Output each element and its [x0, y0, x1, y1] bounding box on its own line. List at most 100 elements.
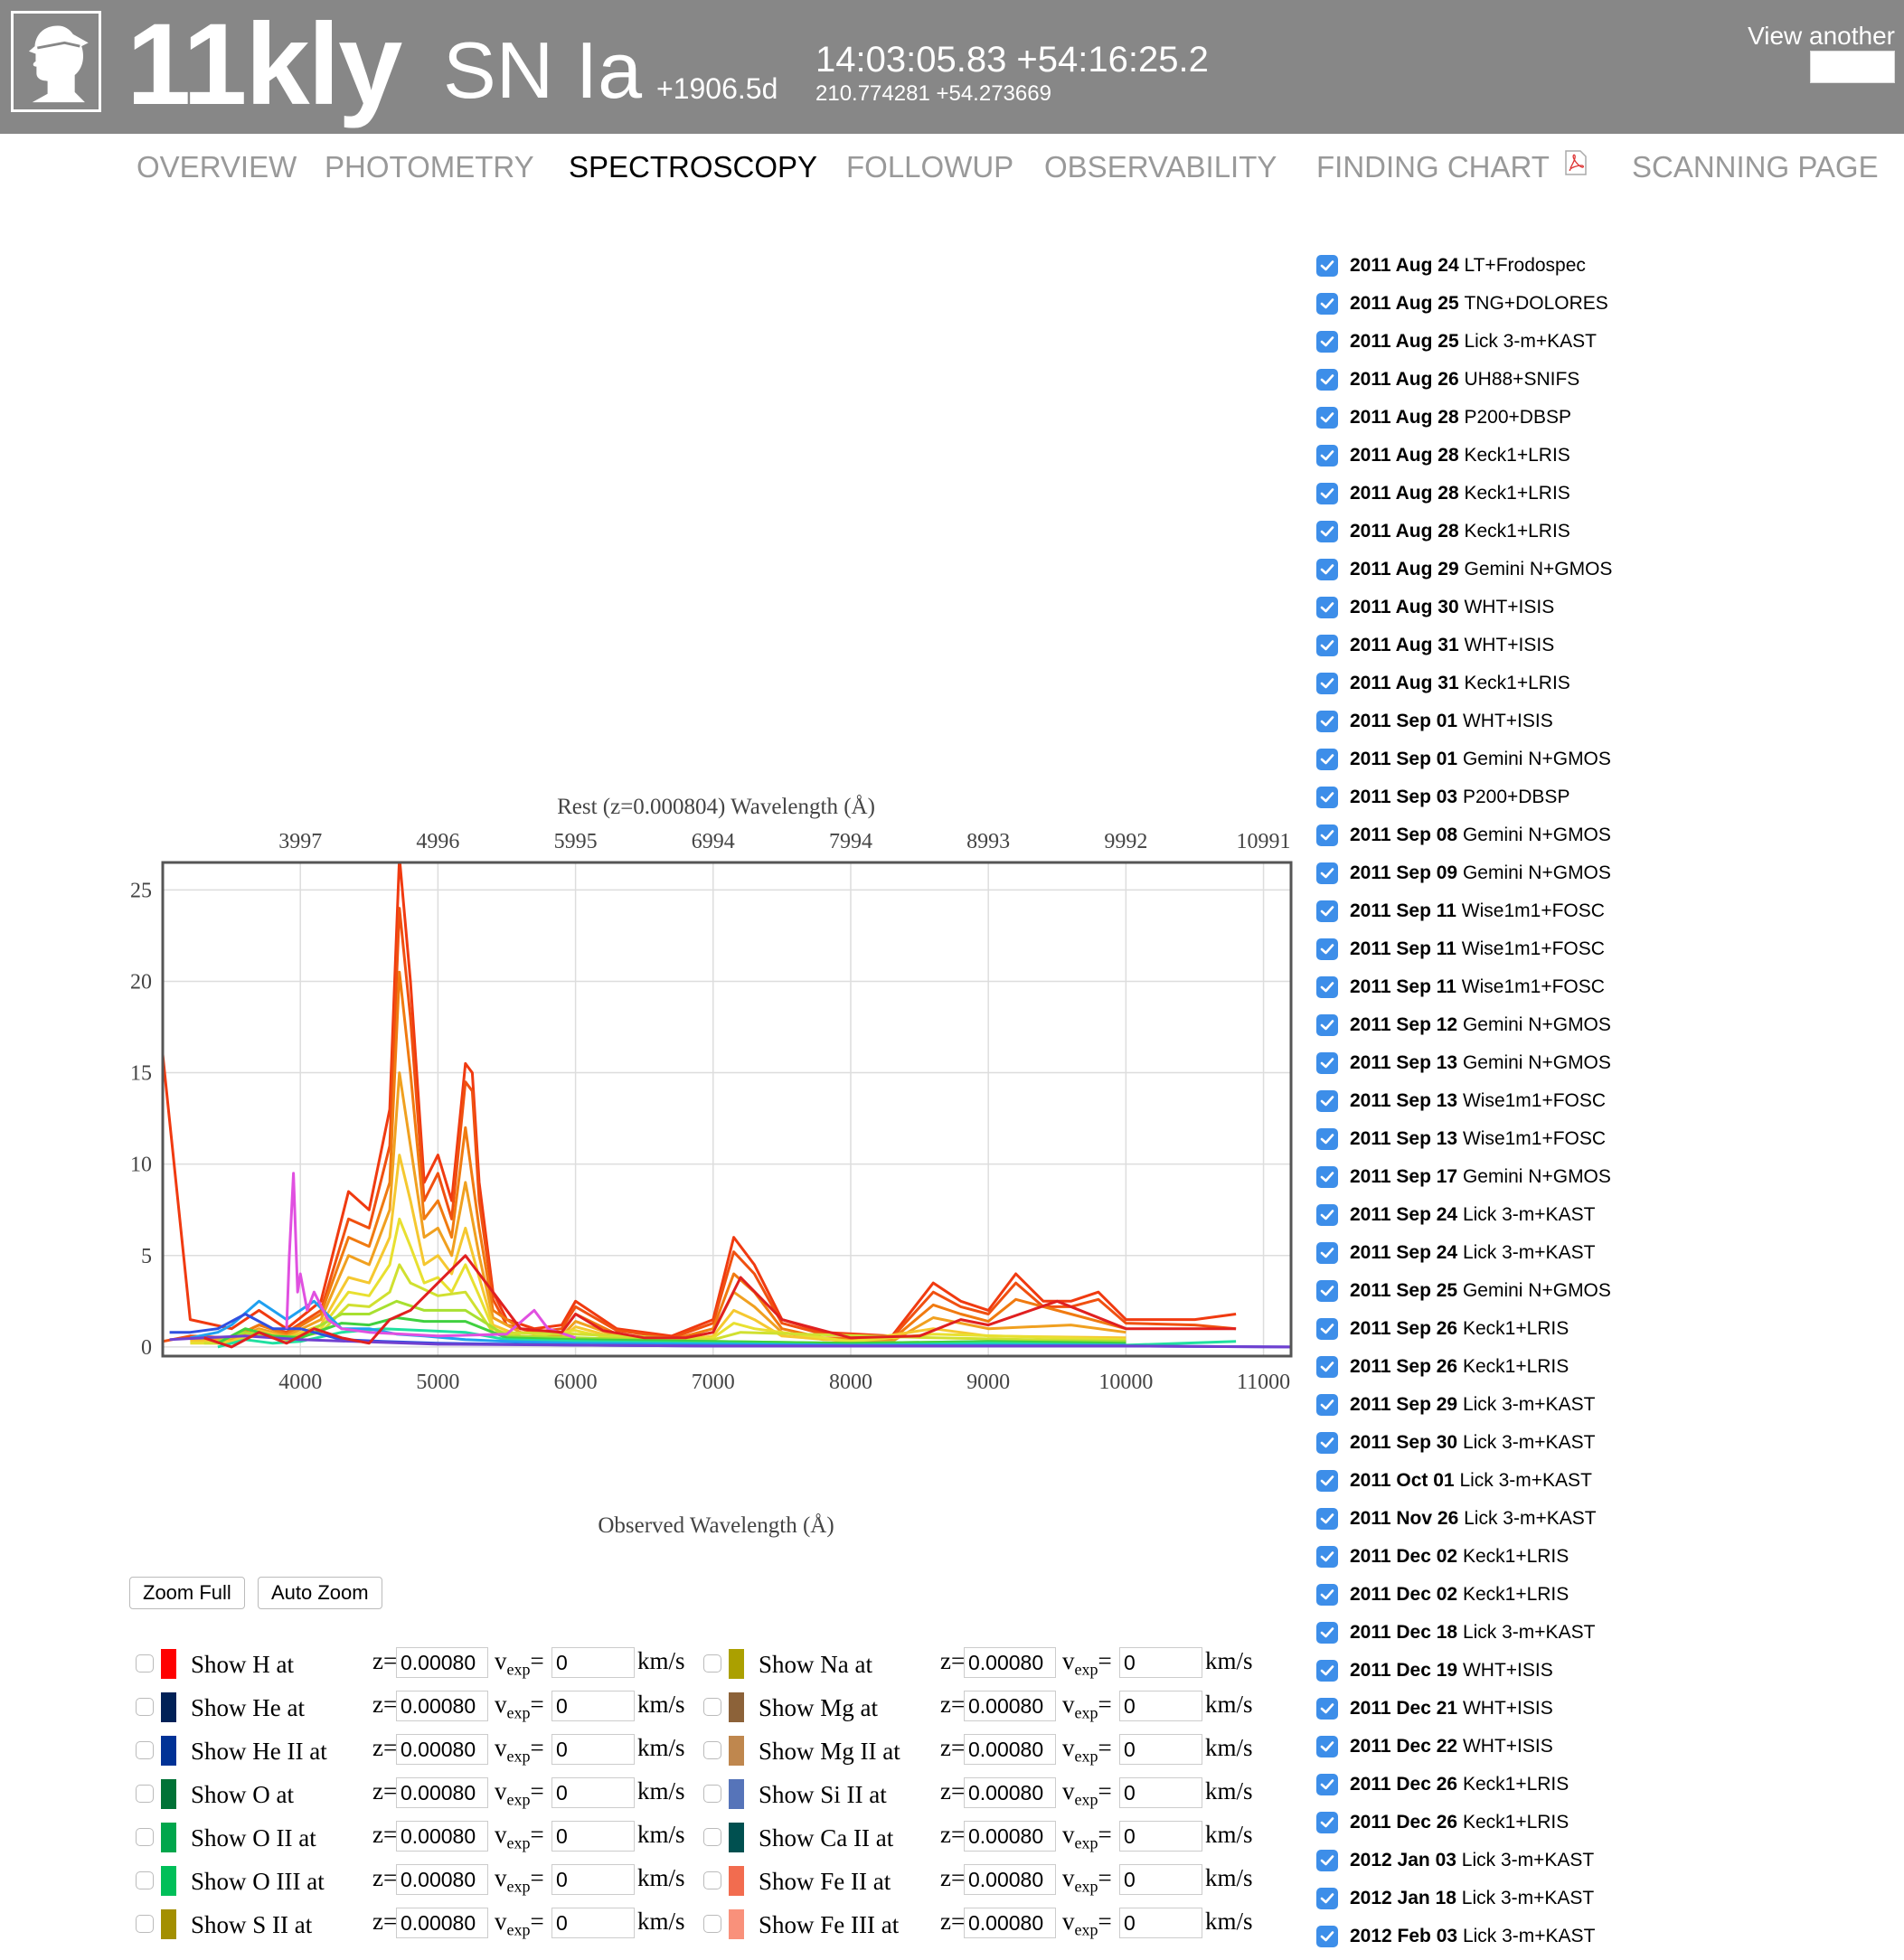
spectrum-checkbox[interactable] [1316, 1698, 1338, 1720]
spectrum-checkbox[interactable] [1316, 1812, 1338, 1833]
show-line-checkbox[interactable] [703, 1871, 721, 1889]
spectrum-list-item[interactable]: 2012 Jan 03 Lick 3-m+KAST [1316, 1846, 1877, 1884]
velocity-input[interactable] [1119, 1647, 1202, 1678]
spectrum-checkbox[interactable] [1316, 1432, 1338, 1454]
show-line-checkbox[interactable] [136, 1785, 154, 1803]
spectrum-checkbox[interactable] [1316, 445, 1338, 466]
spectrum-chart[interactable]: 4000 3997 5000 4996 6000 5995 7000 6994 8000 7994… [108, 787, 1320, 1546]
show-line-checkbox[interactable] [703, 1698, 721, 1716]
spectrum-checkbox[interactable] [1316, 521, 1338, 542]
redshift-input[interactable] [964, 1647, 1056, 1678]
spectrum-list-item[interactable]: 2011 Sep 17 Gemini N+GMOS [1316, 1163, 1877, 1201]
spectrum-checkbox[interactable] [1316, 369, 1338, 391]
spectrum-list-item[interactable]: 2011 Dec 22 WHT+ISIS [1316, 1732, 1877, 1770]
spectrum-list-item[interactable]: 2011 Dec 18 Lick 3-m+KAST [1316, 1618, 1877, 1656]
tab-finding-chart[interactable]: FINDING CHART [1316, 150, 1588, 184]
redshift-input[interactable] [396, 1734, 488, 1765]
velocity-input[interactable] [1119, 1777, 1202, 1808]
zoom-full-button[interactable]: Zoom Full [129, 1577, 245, 1609]
spectrum-list-item[interactable]: 2011 Sep 01 WHT+ISIS [1316, 707, 1877, 745]
spectrum-checkbox[interactable] [1316, 1166, 1338, 1188]
spectrum-list-item[interactable]: 2011 Sep 29 Lick 3-m+KAST [1316, 1390, 1877, 1428]
spectrum-checkbox[interactable] [1316, 559, 1338, 580]
spectrum-checkbox[interactable] [1316, 597, 1338, 618]
spectrum-list-item[interactable]: 2011 Sep 12 Gemini N+GMOS [1316, 1011, 1877, 1049]
show-line-checkbox[interactable] [136, 1871, 154, 1889]
velocity-input[interactable] [551, 1691, 635, 1721]
spectrum-checkbox[interactable] [1316, 1090, 1338, 1112]
tab-overview[interactable]: OVERVIEW [137, 150, 297, 184]
spectrum-list-item[interactable]: 2011 Sep 24 Lick 3-m+KAST [1316, 1239, 1877, 1277]
spectrum-list-item[interactable]: 2011 Dec 02 Keck1+LRIS [1316, 1542, 1877, 1580]
spectrum-checkbox[interactable] [1316, 825, 1338, 846]
redshift-input[interactable] [396, 1908, 488, 1938]
spectrum-list-item[interactable]: 2011 Sep 24 Lick 3-m+KAST [1316, 1201, 1877, 1239]
spectrum-list-item[interactable]: 2011 Dec 26 Keck1+LRIS [1316, 1770, 1877, 1808]
spectrum-checkbox[interactable] [1316, 1926, 1338, 1947]
velocity-input[interactable] [1119, 1908, 1202, 1938]
spectrum-list-item[interactable]: 2012 Jan 18 Lick 3-m+KAST [1316, 1884, 1877, 1922]
redshift-input[interactable] [396, 1777, 488, 1808]
spectrum-list-item[interactable]: 2011 Aug 25 TNG+DOLORES [1316, 289, 1877, 327]
spectrum-checkbox[interactable] [1316, 1356, 1338, 1378]
spectrum-list-item[interactable]: 2011 Aug 24 LT+Frodospec [1316, 251, 1877, 289]
spectrum-checkbox[interactable] [1316, 1508, 1338, 1530]
spectrum-checkbox[interactable] [1316, 673, 1338, 694]
velocity-input[interactable] [551, 1647, 635, 1678]
spectrum-list-item[interactable]: 2011 Dec 21 WHT+ISIS [1316, 1694, 1877, 1732]
redshift-input[interactable] [964, 1777, 1056, 1808]
velocity-input[interactable] [551, 1777, 635, 1808]
velocity-input[interactable] [551, 1864, 635, 1895]
redshift-input[interactable] [964, 1864, 1056, 1895]
spectrum-checkbox[interactable] [1316, 1660, 1338, 1682]
spectrum-checkbox[interactable] [1316, 1888, 1338, 1909]
spectrum-list-item[interactable]: 2011 Aug 28 Keck1+LRIS [1316, 441, 1877, 479]
redshift-input[interactable] [396, 1647, 488, 1678]
spectrum-list-item[interactable]: 2011 Sep 03 P200+DBSP [1316, 783, 1877, 821]
spectrum-checkbox[interactable] [1316, 293, 1338, 315]
tab-spectroscopy[interactable]: SPECTROSCOPY [569, 150, 818, 184]
spectrum-list-item[interactable]: 2011 Sep 01 Gemini N+GMOS [1316, 745, 1877, 783]
spectrum-list-item[interactable]: 2011 Sep 08 Gemini N+GMOS [1316, 821, 1877, 859]
velocity-input[interactable] [1119, 1734, 1202, 1765]
silhouette-logo-icon[interactable] [11, 11, 101, 112]
velocity-input[interactable] [1119, 1864, 1202, 1895]
spectrum-list-item[interactable]: 2011 Aug 26 UH88+SNIFS [1316, 365, 1877, 403]
spectrum-checkbox[interactable] [1316, 1204, 1338, 1226]
tab-scanning-page[interactable]: SCANNING PAGE [1632, 150, 1879, 184]
spectrum-list-item[interactable]: 2011 Sep 25 Gemini N+GMOS [1316, 1277, 1877, 1315]
spectrum-checkbox[interactable] [1316, 1470, 1338, 1492]
spectrum-checkbox[interactable] [1316, 1394, 1338, 1416]
velocity-input[interactable] [1119, 1821, 1202, 1852]
spectrum-checkbox[interactable] [1316, 255, 1338, 277]
spectrum-list-item[interactable]: 2011 Aug 25 Lick 3-m+KAST [1316, 327, 1877, 365]
redshift-input[interactable] [396, 1821, 488, 1852]
show-line-checkbox[interactable] [703, 1785, 721, 1803]
spectrum-list-item[interactable]: 2011 Aug 29 Gemini N+GMOS [1316, 555, 1877, 593]
spectrum-list-item[interactable]: 2011 Aug 31 WHT+ISIS [1316, 631, 1877, 669]
spectrum-list-item[interactable]: 2011 Aug 30 WHT+ISIS [1316, 593, 1877, 631]
velocity-input[interactable] [551, 1734, 635, 1765]
redshift-input[interactable] [964, 1691, 1056, 1721]
spectrum-list-item[interactable]: 2011 Aug 31 Keck1+LRIS [1316, 669, 1877, 707]
redshift-input[interactable] [396, 1691, 488, 1721]
spectrum-checkbox[interactable] [1316, 976, 1338, 998]
spectrum-list-item[interactable]: 2011 Aug 28 P200+DBSP [1316, 403, 1877, 441]
spectrum-checkbox[interactable] [1316, 1280, 1338, 1302]
redshift-input[interactable] [964, 1821, 1056, 1852]
tab-followup[interactable]: FOLLOWUP [846, 150, 1014, 184]
redshift-input[interactable] [964, 1734, 1056, 1765]
spectrum-list-item[interactable]: 2011 Sep 13 Wise1m1+FOSC [1316, 1125, 1877, 1163]
spectrum-checkbox[interactable] [1316, 1850, 1338, 1871]
spectrum-checkbox[interactable] [1316, 1242, 1338, 1264]
spectrum-chart-svg[interactable]: 4000 3997 5000 4996 6000 5995 7000 6994 8000 7994… [108, 787, 1320, 1546]
show-line-checkbox[interactable] [703, 1915, 721, 1933]
spectrum-checkbox[interactable] [1316, 1546, 1338, 1568]
spectrum-list-item[interactable]: 2011 Sep 30 Lick 3-m+KAST [1316, 1428, 1877, 1466]
spectrum-list-item[interactable]: 2011 Sep 09 Gemini N+GMOS [1316, 859, 1877, 897]
show-line-checkbox[interactable] [136, 1828, 154, 1846]
spectrum-checkbox[interactable] [1316, 1774, 1338, 1795]
show-line-checkbox[interactable] [136, 1915, 154, 1933]
spectrum-list-item[interactable]: 2011 Sep 13 Gemini N+GMOS [1316, 1049, 1877, 1087]
spectrum-list-item[interactable]: 2011 Sep 11 Wise1m1+FOSC [1316, 973, 1877, 1011]
